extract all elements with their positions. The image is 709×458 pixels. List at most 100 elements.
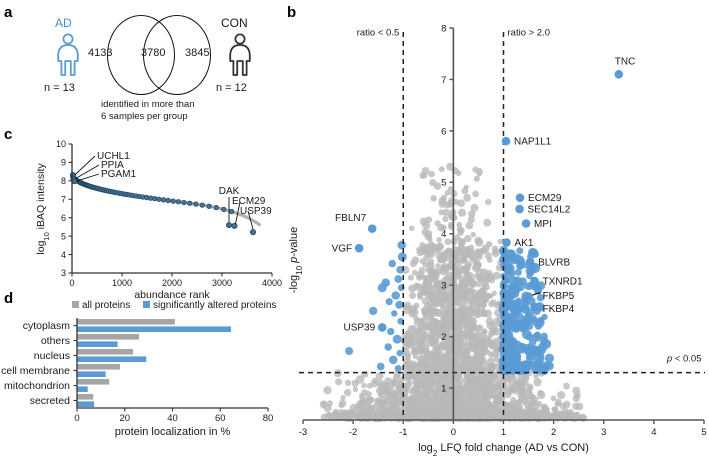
volcano-point-label: NAP1L1 [514,136,552,147]
volcano-point [407,381,413,387]
bar-all-proteins [77,379,110,385]
volcano-point [365,390,372,398]
abundance-point [187,200,193,206]
abundance-point [206,203,212,209]
volcano-point [466,287,474,295]
volcano-point [464,322,471,330]
volcano-point-significant [536,293,545,302]
volcano-point [470,396,478,403]
x-axis-tick-label: 5 [701,427,706,438]
x-axis-tick-label: 4 [651,427,656,438]
volcano-point [423,321,430,328]
volcano-point [418,266,426,274]
abundance-label-uchl1: UCHL1 [97,151,130,162]
volcano-point [491,245,499,253]
abundance-label-ecm29: ECM29 [232,196,266,207]
volcano-point [470,203,479,212]
volcano-point [491,372,498,379]
volcano-labeled-point [530,276,539,286]
volcano-point [352,412,360,420]
volcano-point [440,382,446,389]
volcano-point [410,325,417,331]
volcano-labeled-point [354,243,364,253]
abundance-label-ppia: PPIA [101,160,124,171]
abundance-label-pgam1: PGAM1 [101,169,136,180]
volcano-point [481,279,489,287]
volcano-point [445,348,453,355]
volcano-point [485,240,493,248]
volcano-point [422,261,429,268]
abundance-point [151,196,158,202]
x-axis-tick-label: 0 [451,427,456,438]
volcano-point [467,317,474,324]
volcano-point [443,280,451,288]
volcano-point [418,359,424,365]
volcano-point [485,337,493,345]
label-leader-line [74,155,96,176]
volcano-point [409,292,417,300]
volcano-point [425,216,433,223]
volcano-point-label: TXNRD1 [543,276,583,287]
ad-n-label: n = 13 [44,82,75,94]
volcano-point [562,400,571,409]
volcano-point [427,236,433,243]
volcano-point [440,194,448,202]
y-axis-tick-label: 6 [441,126,446,137]
volcano-point [431,307,439,315]
volcano-point [379,396,386,404]
panel-c-y-tick-label: 9 [61,158,66,168]
volcano-point [440,264,449,273]
volcano-point-significant [526,272,533,280]
volcano-point [479,337,487,345]
volcano-labeled-point [367,224,377,233]
volcano-point [517,382,526,391]
volcano-point [482,296,490,304]
legend-label-all-proteins: all proteins [82,300,130,311]
volcano-point [484,394,491,400]
volcano-point [467,244,475,251]
abundance-labeled-point [231,222,238,229]
volcano-point-significant [388,355,398,365]
volcano-point [435,405,444,414]
volcano-point [446,306,453,313]
volcano-point [492,337,501,347]
legend-swatch-significant [143,301,150,308]
x-axis-tick-label: -1 [399,427,407,438]
volcano-point [472,190,479,198]
volcano-point [550,395,557,402]
volcano-point-significant [518,342,527,352]
volcano-point-significant [501,251,511,262]
volcano-point [338,411,348,420]
volcano-point [352,386,359,393]
volcano-point [493,356,500,363]
volcano-point [469,362,476,369]
volcano-point [424,250,431,257]
volcano-point-significant [504,321,511,328]
volcano-point [499,376,508,384]
volcano-point [476,342,483,349]
abundance-point [170,198,176,204]
volcano-point-label: SEC14L2 [528,204,571,215]
volcano-point [467,216,475,224]
volcano-point-label: VGF [332,243,353,254]
volcano-point [456,226,463,232]
volcano-point-significant [397,317,405,325]
volcano-point [415,283,421,289]
volcano-point-label: ECM29 [528,193,562,204]
volcano-point [478,355,485,363]
panel-c-x-tick-label: 3000 [212,278,232,288]
volcano-point-significant [390,310,398,317]
panel-c-y-tick-label: 4 [61,250,66,260]
volcano-point [466,272,475,280]
legend-swatch-all-proteins [72,301,79,308]
volcano-point [434,243,443,251]
volcano-point-significant [506,268,516,279]
volcano-point [555,398,562,406]
volcano-point [403,357,412,366]
ad-group-label: AD [55,16,72,30]
bar-significant-proteins [77,341,118,347]
volcano-point [461,332,469,340]
abundance-point [221,206,227,212]
panel-d-x-tick-label: 0 [74,413,79,424]
volcano-point [532,396,539,403]
